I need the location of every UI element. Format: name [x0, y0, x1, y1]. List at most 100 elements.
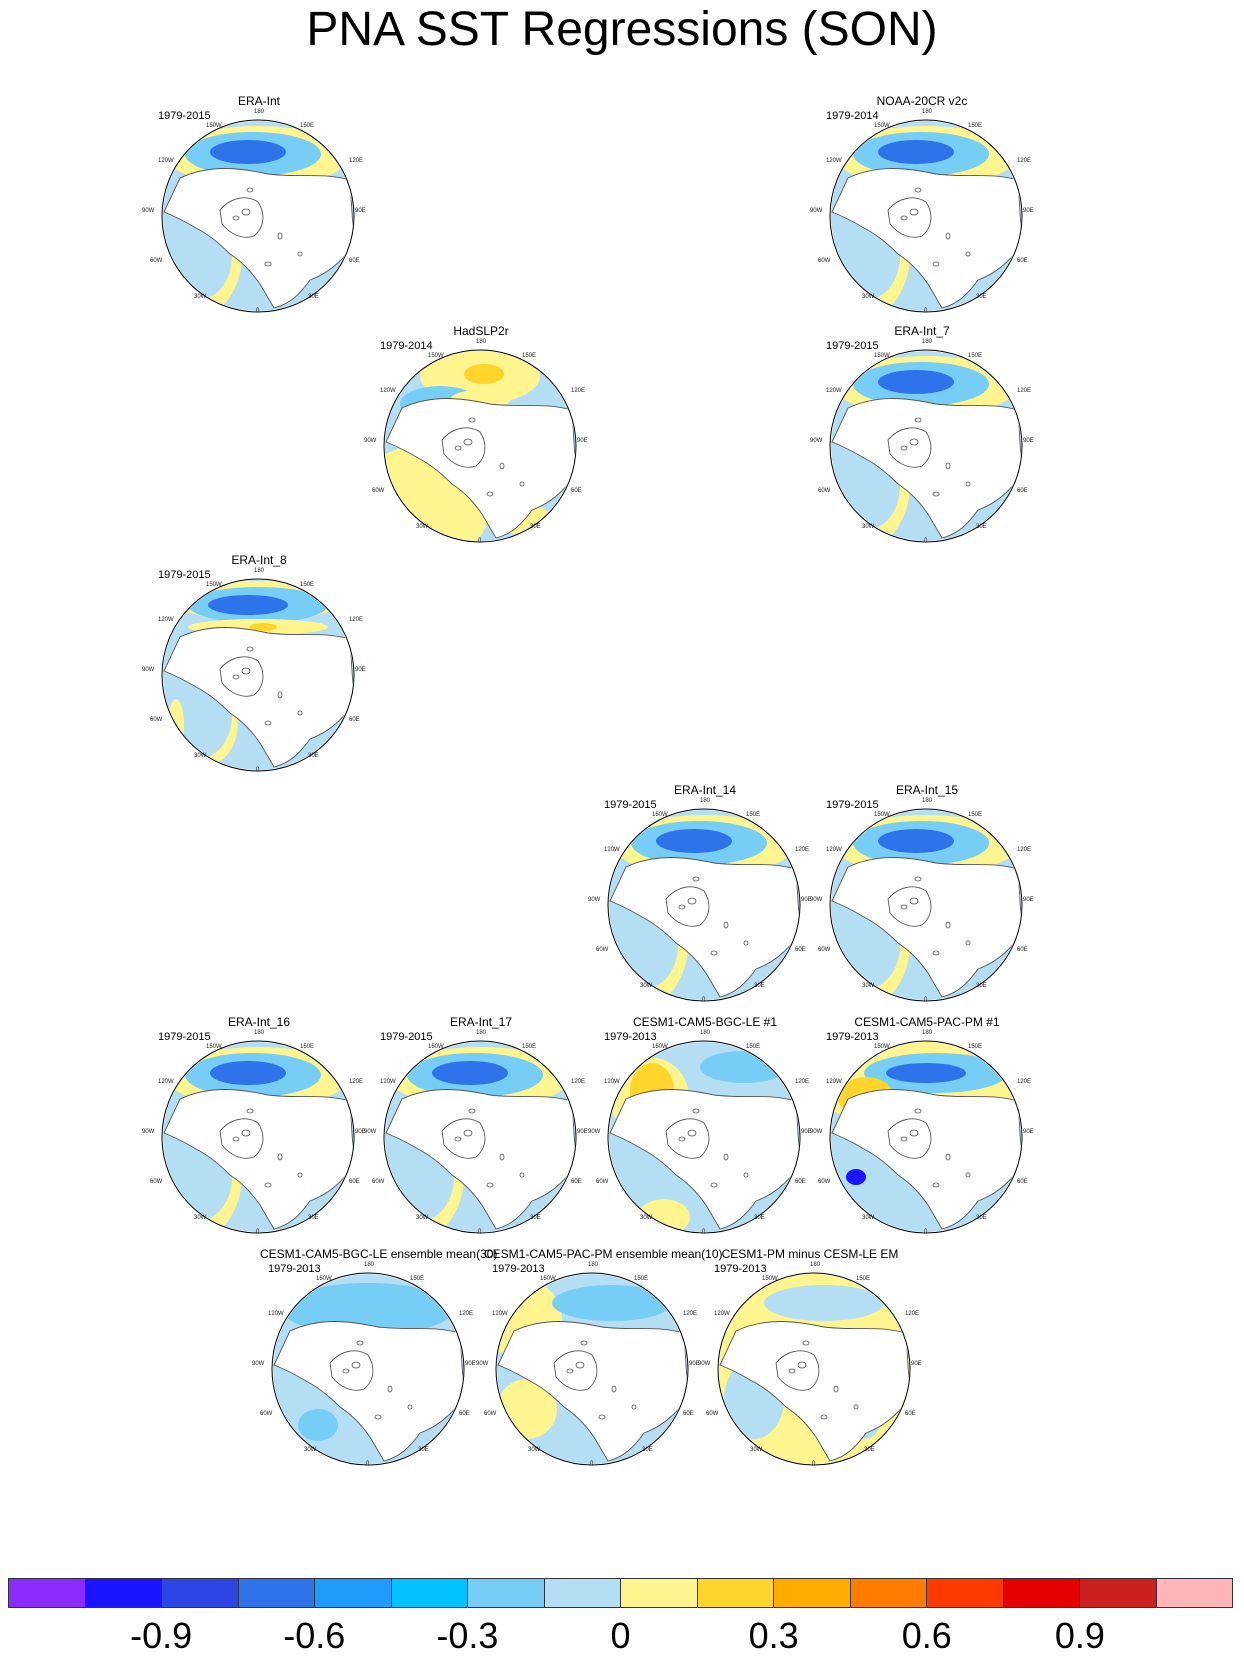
island — [743, 940, 749, 946]
longitude-label: 120W — [826, 388, 842, 394]
island — [264, 261, 272, 267]
land-mass — [441, 427, 486, 468]
island — [246, 1108, 254, 1114]
map-panel: CESM1-PM minus CESM-LE EM 1979-2013 180 150… — [698, 1247, 926, 1487]
island — [356, 1340, 364, 1346]
longitude-label: 0 — [924, 1229, 928, 1235]
longitude-label: 150W — [206, 123, 222, 129]
longitude-label: 120W — [380, 388, 396, 394]
longitude-label: 150W — [762, 1276, 778, 1282]
colorbar-box — [774, 1579, 851, 1607]
island — [965, 481, 971, 487]
island — [454, 1136, 462, 1142]
island — [463, 438, 473, 446]
longitude-label: 150E — [746, 1044, 761, 1050]
island — [580, 1340, 588, 1346]
colorbar-box — [9, 1579, 86, 1607]
map-boundary — [829, 119, 1023, 313]
island — [277, 232, 283, 240]
longitude-label: 60W — [706, 1411, 719, 1417]
longitude-label: 60W — [818, 1179, 831, 1185]
longitude-label: 60E — [1017, 488, 1028, 494]
island — [932, 491, 940, 497]
sst-anomaly-region — [656, 829, 732, 853]
map-panel: ERA-Int_7 1979-2015 180 150W 150E 120W 120E 90W… — [810, 324, 1038, 564]
longitude-label: 150E — [410, 1276, 425, 1282]
longitude-label: 120W — [268, 1311, 284, 1317]
longitude-label: 90W — [810, 1129, 823, 1135]
island — [965, 251, 971, 257]
longitude-label: 150W — [206, 582, 222, 588]
longitude-label: 150E — [746, 812, 761, 818]
longitude-label: 60E — [1017, 258, 1028, 264]
longitude-label: 150E — [634, 1276, 649, 1282]
island — [914, 1108, 922, 1114]
longitude-label: 150E — [300, 582, 315, 588]
longitude-label: 0 — [924, 997, 928, 1003]
panel-title: ERA-Int_14 — [673, 783, 737, 797]
map-panel: CESM1-CAM5-PAC-PM ensemble mean(10) 1979-… — [476, 1247, 723, 1487]
land-mass — [441, 1118, 486, 1159]
panel-years: 1979-2015 — [826, 799, 879, 811]
map-panel: CESM1-CAM5-PAC-PM #1 1979-2013 180 150W 150E… — [810, 1015, 1038, 1255]
colorbar-box — [544, 1579, 621, 1607]
land-mass — [831, 398, 1021, 539]
longitude-label: 30E — [754, 1215, 765, 1221]
island — [909, 1129, 919, 1137]
longitude-label: 90E — [577, 438, 588, 444]
colorbar-box — [315, 1579, 392, 1607]
island — [723, 921, 729, 929]
sst-anomaly-region — [210, 1061, 286, 1085]
colorbar-box — [162, 1579, 239, 1607]
island — [519, 481, 525, 487]
longitude-label: 180 — [254, 1030, 265, 1036]
sst-anomaly-region — [432, 1061, 508, 1085]
polar-sst-map — [829, 1040, 1023, 1234]
longitude-label: 120E — [905, 1311, 920, 1317]
longitude-label: 120W — [604, 847, 620, 853]
longitude-label: 30W — [862, 983, 875, 989]
sst-anomaly-region — [846, 1169, 866, 1185]
island — [246, 646, 254, 652]
longitude-label: 30E — [530, 524, 541, 530]
longitude-label: 150E — [968, 812, 983, 818]
longitude-label: 30E — [308, 1215, 319, 1221]
map-boundary — [383, 349, 577, 543]
island — [232, 674, 240, 680]
longitude-label: 90W — [142, 667, 155, 673]
longitude-label: 30W — [528, 1447, 541, 1453]
panel-years: 1979-2015 — [158, 1031, 211, 1043]
land-mass — [219, 197, 264, 238]
longitude-label: 180 — [922, 1030, 933, 1036]
map-boundary — [607, 1040, 801, 1234]
polar-sst-map — [383, 349, 577, 543]
longitude-label: 180 — [700, 798, 711, 804]
longitude-label: 150E — [968, 123, 983, 129]
island — [454, 445, 462, 451]
longitude-label: 90E — [355, 208, 366, 214]
longitude-label: 60W — [818, 258, 831, 264]
longitude-label: 60E — [1017, 947, 1028, 953]
island — [914, 187, 922, 193]
map-boundary — [829, 808, 1023, 1002]
longitude-label: 120W — [158, 1079, 174, 1085]
island — [932, 950, 940, 956]
panel-years: 1979-2013 — [826, 1031, 879, 1043]
longitude-label: 150E — [522, 353, 537, 359]
colorbar-tick-label: 0.6 — [901, 1615, 952, 1656]
longitude-label: 150E — [968, 1044, 983, 1050]
longitude-label: 30W — [750, 1447, 763, 1453]
colorbar-tick-label: 0.3 — [748, 1615, 799, 1656]
sst-anomaly-region — [464, 364, 504, 384]
longitude-label: 60E — [795, 1179, 806, 1185]
longitude-label: 60W — [818, 488, 831, 494]
island — [486, 1182, 494, 1188]
longitude-label: 60W — [372, 1179, 385, 1185]
land-mass — [887, 427, 932, 468]
longitude-label: 30W — [416, 1215, 429, 1221]
longitude-label: 90E — [577, 1129, 588, 1135]
polar-sst-map — [829, 349, 1023, 543]
land-mass — [887, 886, 932, 927]
longitude-label: 120E — [1017, 847, 1032, 853]
land-mass — [831, 857, 1021, 998]
